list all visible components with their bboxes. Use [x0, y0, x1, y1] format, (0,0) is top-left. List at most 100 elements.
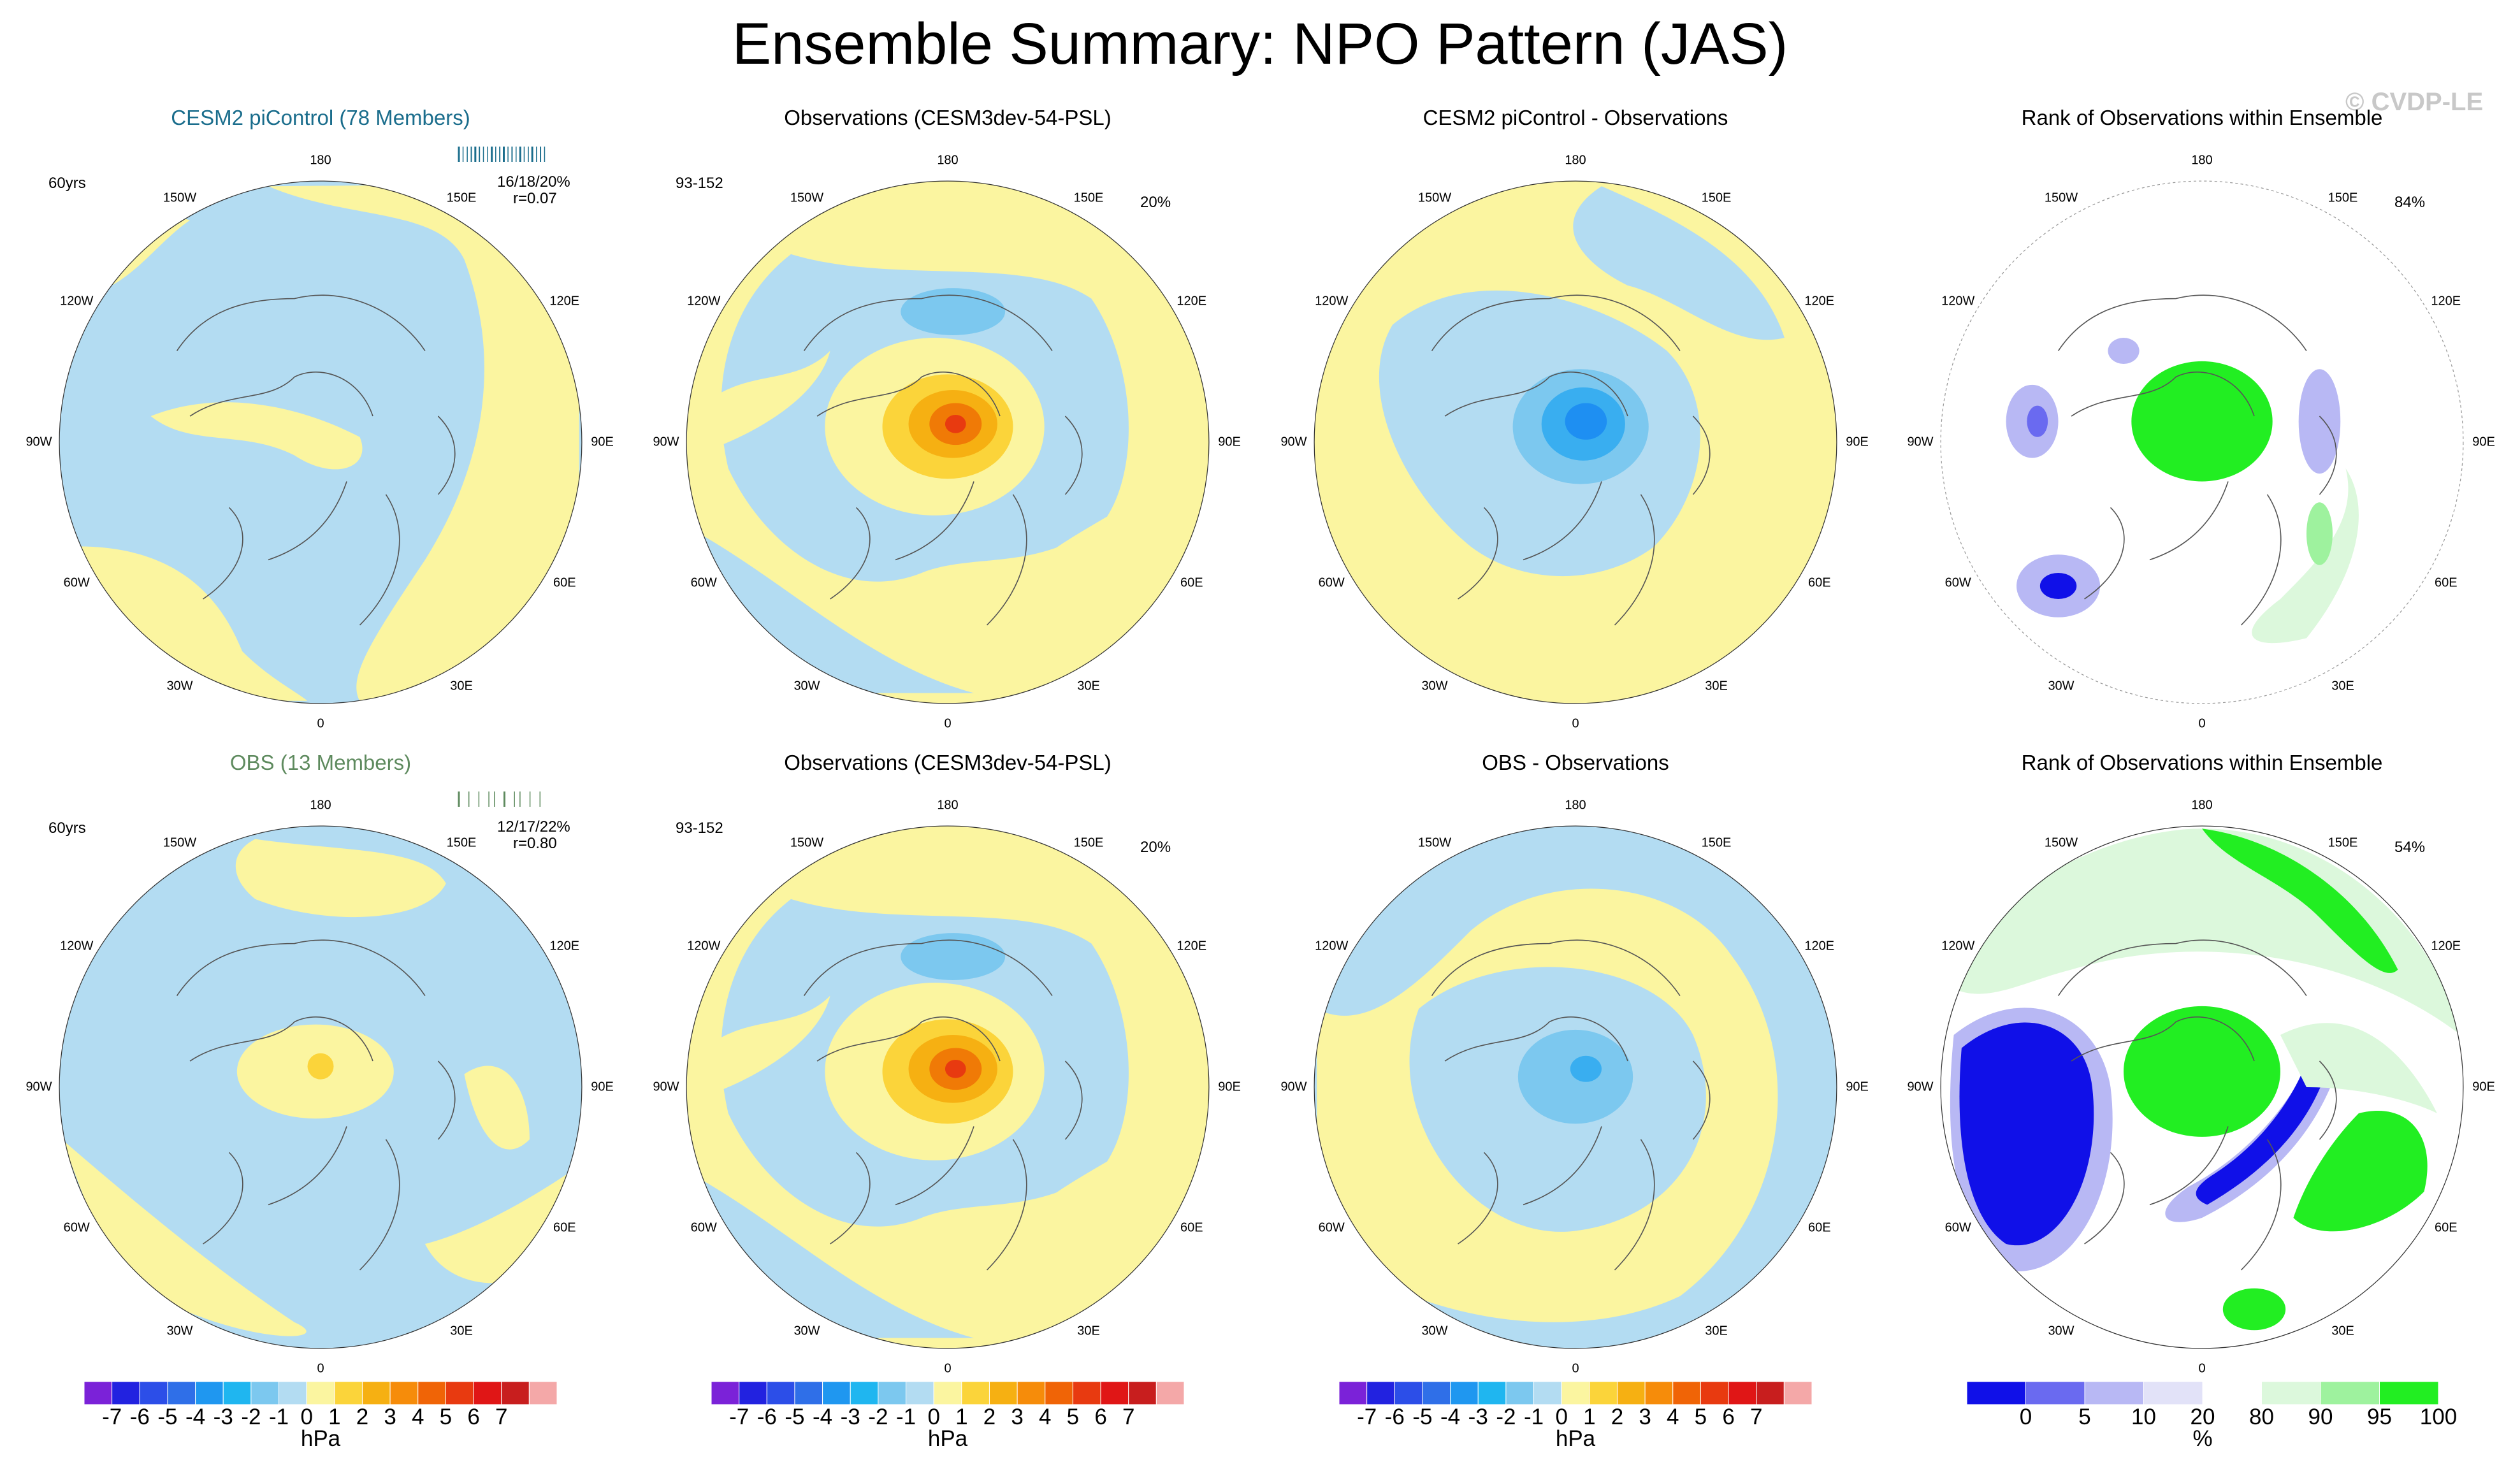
- longitude-label: 120E: [1804, 294, 1835, 308]
- colorbar-tick-label: 1: [1583, 1405, 1596, 1429]
- longitude-label: 60E: [1807, 575, 1831, 590]
- longitude-label: 90E: [2472, 435, 2495, 449]
- colorbar-tick-label: 0: [927, 1405, 940, 1429]
- panel-title: Rank of Observations within Ensemble: [2021, 106, 2383, 129]
- longitude-label: 150E: [2328, 835, 2358, 850]
- longitude-label: 150E: [1701, 191, 1732, 205]
- colorbar-swatch: [1967, 1382, 2026, 1405]
- contour-region: [989, 455, 1199, 696]
- contour-region: [1959, 1022, 2094, 1246]
- colorbar-swatch: [2202, 1382, 2262, 1405]
- colorbar-swatch: [167, 1382, 196, 1405]
- longitude-label: 180: [937, 798, 959, 813]
- contour-region: [2131, 361, 2273, 482]
- colorbar-swatch: [711, 1382, 740, 1405]
- colorbar-tick-label: -7: [1357, 1405, 1377, 1429]
- longitude-label: 120E: [549, 294, 580, 308]
- map-boundary: [59, 180, 583, 704]
- colorbar-swatch: [2320, 1382, 2380, 1405]
- longitude-label: 30E: [1705, 1324, 1728, 1338]
- contour-region: [1565, 403, 1607, 440]
- longitude-label: 30E: [450, 679, 473, 693]
- map-boundary: [59, 825, 583, 1349]
- longitude-label: 150W: [2044, 835, 2078, 850]
- colorbar-hpa-3: [1339, 1382, 1812, 1405]
- polar-map-5: [59, 825, 583, 1349]
- colorbar-swatch: [1045, 1382, 1073, 1405]
- contour-region: [2124, 1006, 2280, 1137]
- colorbar-tick-label: 95: [2367, 1405, 2392, 1429]
- colorbar-swatch: [822, 1382, 851, 1405]
- map-boundary: [1940, 825, 2464, 1349]
- longitude-label: 0: [2198, 1361, 2206, 1376]
- longitude-label: 90W: [1907, 435, 1934, 449]
- colorbar-tick-label: 3: [1011, 1405, 1024, 1429]
- longitude-label: 30W: [793, 1324, 820, 1338]
- member-strip: [458, 791, 541, 807]
- longitude-label: 150W: [2044, 191, 2078, 205]
- coastline: [803, 294, 1083, 626]
- contour-region: [1573, 186, 1785, 340]
- colorbar-swatch: [850, 1382, 879, 1405]
- longitude-label: 60W: [1944, 575, 1971, 590]
- longitude-label: 120W: [1315, 294, 1349, 308]
- colorbar-swatch: [988, 1382, 1018, 1405]
- colorbar-tick-label: 4: [412, 1405, 424, 1429]
- colorbar-hpa-1: [84, 1382, 557, 1405]
- longitude-label: 30E: [1077, 679, 1100, 693]
- colorbar-swatch: [195, 1382, 224, 1405]
- contour-region: [945, 1059, 966, 1078]
- colorbar-swatch: [2261, 1382, 2321, 1405]
- longitude-label: 90W: [1280, 435, 1307, 449]
- colorbar-tick-label: -6: [757, 1405, 777, 1429]
- contour-region: [307, 1053, 334, 1080]
- longitude-label: 60W: [63, 1220, 90, 1235]
- colorbar-swatch: [1017, 1382, 1046, 1405]
- contour-region: [699, 1178, 974, 1338]
- pattern-stats: 12/17/22%: [497, 818, 570, 835]
- member-strip: [458, 147, 546, 162]
- longitude-label: 90E: [1846, 435, 1869, 449]
- longitude-label: 90W: [653, 1080, 679, 1094]
- longitude-label: 0: [2198, 716, 2206, 731]
- colorbar-swatch: [1339, 1382, 1368, 1405]
- longitude-label: 60E: [553, 575, 576, 590]
- colorbar-swatch: [528, 1382, 557, 1405]
- coastline: [1431, 294, 1711, 626]
- longitude-label: 30E: [2331, 679, 2354, 693]
- polar-map-2: [686, 180, 1210, 704]
- colorbar-tick-label: -5: [1412, 1405, 1433, 1429]
- colorbar-swatch: [739, 1382, 767, 1405]
- colorbar-tick-label: 5: [439, 1405, 453, 1429]
- map-boundary: [686, 825, 1210, 1349]
- colorbar-tick-label: -1: [268, 1405, 289, 1429]
- colorbar-tick-label: 0: [1555, 1405, 1568, 1429]
- colorbar-swatch: [2025, 1382, 2085, 1405]
- watermark: © CVDP-LE: [2345, 88, 2484, 116]
- longitude-label: 30E: [1705, 679, 1728, 693]
- longitude-label: 60W: [690, 1220, 717, 1235]
- longitude-label: 120W: [60, 294, 94, 308]
- contour-region: [62, 1139, 307, 1336]
- panel-title: CESM2 piControl - Observations: [1423, 106, 1728, 129]
- colorbar-swatch: [1700, 1382, 1729, 1405]
- longitude-label: 150W: [163, 835, 197, 850]
- polar-map-7: [1314, 825, 1837, 1349]
- colorbar-swatch: [1394, 1382, 1423, 1405]
- colorbar-tick-label: 0: [300, 1405, 313, 1429]
- colorbar-tick-label: 10: [2131, 1405, 2156, 1429]
- longitude-label: 150W: [790, 191, 824, 205]
- colorbar-swatch: [933, 1382, 962, 1405]
- colorbar-swatch: [1477, 1382, 1507, 1405]
- longitude-label: 120W: [687, 939, 721, 953]
- colorbar-tick-label: 3: [1639, 1405, 1651, 1429]
- longitude-label: 0: [1572, 1361, 1579, 1376]
- colorbar-tick-label: 20: [2190, 1405, 2215, 1429]
- colorbar-tick-label: 5: [2078, 1405, 2091, 1429]
- longitude-label: 150E: [446, 835, 477, 850]
- coastline: [1431, 939, 1711, 1271]
- longitude-label: 120E: [1177, 939, 1207, 953]
- coastline: [176, 939, 456, 1271]
- colorbar-hpa-2: [711, 1382, 1184, 1405]
- colorbar-tick-label: 6: [1722, 1405, 1735, 1429]
